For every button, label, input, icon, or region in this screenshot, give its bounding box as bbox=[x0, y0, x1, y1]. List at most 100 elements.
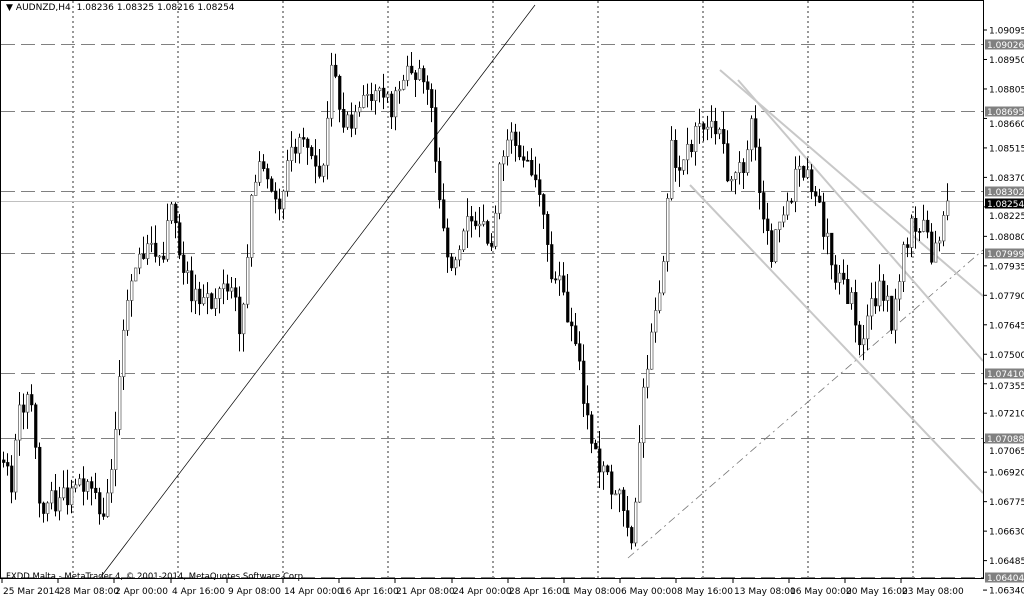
candle-bear bbox=[426, 81, 430, 90]
candle-bear bbox=[334, 64, 338, 77]
candle-bear bbox=[802, 165, 806, 178]
candle-bear bbox=[10, 465, 14, 493]
candle-bear bbox=[414, 72, 418, 80]
level-label-box bbox=[985, 186, 1024, 197]
candle-bear bbox=[318, 165, 322, 177]
candle-bull bbox=[454, 259, 458, 269]
time-tick-label: 28 Apr 16:00 bbox=[509, 587, 568, 597]
ohlc-open: 1.08236 bbox=[76, 3, 114, 13]
candle-bear bbox=[726, 143, 730, 182]
horizontal-levels bbox=[1, 44, 983, 578]
price-axis[interactable]: 1.09095 1.08950 1.08805 1.08660 1.08515 1.083… bbox=[983, 27, 1024, 597]
candle-bull bbox=[898, 281, 902, 300]
candle-bear bbox=[6, 462, 10, 467]
candle-bull bbox=[406, 65, 410, 81]
candle-bull bbox=[946, 200, 950, 216]
level-label: 1.08302 bbox=[987, 188, 1024, 198]
level-label-box bbox=[985, 106, 1024, 117]
copyright-footer: FXDD Malta - MetaTrader 4, © 2001-2014, … bbox=[6, 572, 306, 582]
candle-bull bbox=[246, 257, 250, 305]
trendlines[interactable] bbox=[99, 4, 984, 579]
candle-bull bbox=[782, 214, 786, 223]
candle-bull bbox=[478, 223, 482, 227]
candle-bull bbox=[646, 368, 650, 388]
candle-bear bbox=[82, 478, 86, 492]
candle-bear bbox=[350, 114, 354, 129]
candle-bear bbox=[926, 219, 930, 233]
channel-line-lower[interactable] bbox=[689, 184, 984, 494]
candle-bear bbox=[446, 227, 450, 258]
candle-bear bbox=[590, 414, 594, 444]
candle-bull bbox=[462, 230, 466, 251]
candle-bull bbox=[202, 297, 206, 305]
trendline-dash-dot[interactable] bbox=[627, 249, 984, 559]
candle-bull bbox=[458, 249, 462, 261]
candle-bull bbox=[194, 288, 198, 302]
candle-bull bbox=[798, 165, 802, 170]
candle-bull bbox=[666, 198, 670, 262]
current-price-label: 1.08254 bbox=[987, 200, 1024, 210]
collapse-triangle-icon[interactable]: ▼ bbox=[6, 3, 13, 13]
level-label-box bbox=[985, 572, 1024, 583]
candle-bull bbox=[658, 292, 662, 311]
price-tick-label: 1.07645 bbox=[989, 321, 1024, 331]
candle-bear bbox=[382, 87, 386, 98]
candle-bear bbox=[342, 108, 346, 128]
candle-bull bbox=[706, 126, 710, 130]
candle-bull bbox=[346, 114, 350, 128]
candle-bull bbox=[290, 146, 294, 161]
time-tick-label: 1 May 08:00 bbox=[565, 587, 621, 597]
candle-bull bbox=[494, 212, 498, 247]
candle-bull bbox=[206, 293, 210, 298]
candle-bull bbox=[58, 497, 62, 512]
price-tick-label: 1.07935 bbox=[989, 262, 1024, 272]
time-tick-label: 16 Apr 16:00 bbox=[340, 587, 399, 597]
channel-line-middle[interactable] bbox=[737, 79, 984, 362]
candle-bull bbox=[886, 295, 890, 301]
channel-line-upper[interactable] bbox=[719, 69, 984, 297]
candles bbox=[2, 51, 950, 550]
candle-bull bbox=[642, 386, 646, 444]
level-label-box bbox=[985, 39, 1024, 50]
candle-bull bbox=[26, 394, 30, 413]
candle-bear bbox=[566, 291, 570, 323]
candle-bull bbox=[870, 298, 874, 317]
ohlc-low: 1.08216 bbox=[157, 3, 195, 13]
candle-bull bbox=[786, 200, 790, 216]
candle-bear bbox=[210, 293, 214, 309]
candle-bull bbox=[826, 232, 830, 237]
candle-bull bbox=[710, 120, 714, 128]
candle-bear bbox=[578, 343, 582, 362]
candle-bull bbox=[354, 111, 358, 129]
candle-bull bbox=[902, 244, 906, 282]
candle-bear bbox=[102, 513, 106, 517]
price-tick-label: 1.07065 bbox=[989, 447, 1024, 457]
price-tick-label: 1.08805 bbox=[989, 85, 1024, 95]
time-tick-label: 16 May 00:00 bbox=[790, 587, 852, 597]
price-tick-label: 1.08080 bbox=[989, 233, 1024, 243]
level-label-box bbox=[985, 248, 1024, 259]
price-tick-label: 1.07355 bbox=[989, 382, 1024, 392]
trendline-support-black[interactable] bbox=[99, 4, 536, 579]
level-label: 1.09026 bbox=[987, 41, 1024, 51]
candle-bull bbox=[806, 169, 810, 178]
ohlc-high: 1.08325 bbox=[116, 3, 155, 13]
time-tick-label: 25 Mar 2014 bbox=[3, 587, 60, 597]
candle-bear bbox=[714, 120, 718, 135]
candle-bull bbox=[218, 288, 222, 299]
candle-bear bbox=[338, 75, 342, 110]
price-tick-label: 1.06485 bbox=[989, 557, 1024, 567]
candle-bear bbox=[574, 325, 578, 345]
candle-bear bbox=[306, 138, 310, 148]
level-label: 1.08695 bbox=[987, 108, 1024, 118]
candle-bull bbox=[362, 94, 366, 108]
candle-bull bbox=[282, 190, 286, 210]
candle-bull bbox=[894, 298, 898, 331]
candle-bear bbox=[238, 296, 242, 335]
candle-bear bbox=[594, 442, 598, 450]
time-tick-label: 6 May 00:00 bbox=[621, 587, 677, 597]
candle-bear bbox=[38, 446, 42, 504]
candle-bull bbox=[254, 181, 258, 196]
